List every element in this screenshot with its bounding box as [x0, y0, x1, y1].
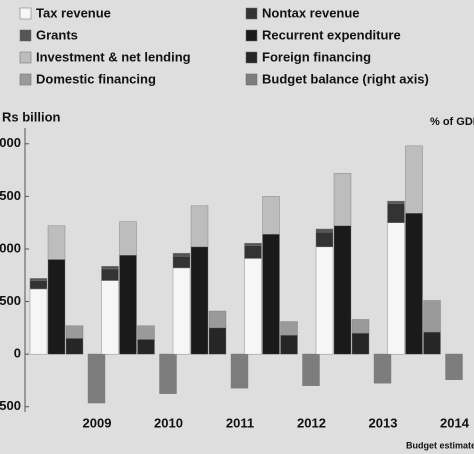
bar	[315, 231, 334, 248]
bar	[244, 258, 262, 355]
bar	[423, 331, 441, 355]
bar	[405, 212, 423, 355]
legend-swatch	[245, 51, 258, 64]
legend-label: Nontax revenue	[262, 5, 360, 20]
y-tick-label: 0	[14, 346, 21, 361]
bar	[101, 268, 119, 281]
legend-swatch	[245, 7, 258, 20]
bar	[101, 280, 119, 355]
legend-label: Recurrent expenditure	[262, 27, 401, 42]
y-tick-label: 1500	[0, 188, 21, 203]
bar	[445, 353, 463, 380]
legend-swatch	[245, 29, 258, 42]
bar	[29, 278, 48, 281]
bar	[373, 353, 392, 384]
bar	[387, 200, 405, 204]
bar	[119, 255, 137, 355]
bar	[172, 252, 191, 257]
bar	[47, 259, 66, 355]
bar	[119, 221, 137, 256]
bar	[315, 246, 334, 355]
y-tick-label: -500	[0, 398, 21, 413]
bar	[47, 225, 66, 260]
bar	[29, 280, 48, 290]
y-tick-label: 1000	[0, 240, 21, 255]
bar	[137, 325, 155, 340]
bar	[244, 245, 262, 259]
annotation: Budget estimate	[406, 440, 474, 450]
legend-label: Domestic financing	[36, 71, 156, 86]
x-tick-label: 2010	[154, 415, 183, 430]
bar	[333, 173, 352, 227]
bar	[87, 353, 106, 404]
legend-swatch	[19, 7, 32, 20]
bar	[405, 145, 423, 214]
bar	[190, 246, 209, 355]
bar	[315, 228, 334, 233]
bar	[172, 267, 191, 355]
x-tick-label: 2011	[226, 415, 254, 430]
x-tick-label: 2009	[83, 415, 112, 430]
bar	[262, 196, 280, 235]
bar	[230, 353, 249, 389]
bar	[190, 205, 209, 248]
y2-axis-title: % of GDP	[430, 116, 474, 128]
bar	[244, 242, 262, 247]
bar	[262, 234, 280, 355]
y-tick-label: 500	[0, 293, 21, 308]
bar	[65, 325, 84, 339]
legend-swatch	[19, 29, 32, 42]
x-tick-label: 2012	[297, 415, 326, 430]
bar	[280, 321, 298, 336]
bar	[208, 310, 227, 329]
legend-label: Budget balance (right axis)	[262, 71, 429, 86]
bar	[387, 222, 405, 355]
bar	[65, 338, 84, 355]
legend-swatch	[245, 73, 258, 86]
legend-swatch	[19, 51, 32, 64]
x-tick-label: 2013	[369, 415, 398, 430]
bar	[423, 300, 441, 333]
bar	[351, 332, 370, 355]
bar	[280, 335, 298, 355]
bar	[333, 225, 352, 355]
y-tick-label: 2000	[0, 135, 21, 150]
bar	[208, 327, 227, 355]
x-tick-label: 2014	[440, 415, 470, 430]
bar	[101, 266, 119, 270]
legend-label: Tax revenue	[36, 5, 111, 20]
bar	[159, 353, 177, 394]
legend-swatch	[19, 73, 32, 86]
bar	[172, 256, 191, 269]
bar	[302, 353, 320, 386]
y-axis-title: Rs billion	[2, 109, 61, 124]
legend-label: Grants	[36, 27, 78, 42]
legend-label: Foreign financing	[262, 49, 371, 64]
bar	[387, 203, 405, 223]
legend-label: Investment & net lending	[36, 49, 191, 64]
bar	[351, 319, 370, 334]
bar	[137, 339, 155, 355]
bar	[29, 288, 48, 355]
